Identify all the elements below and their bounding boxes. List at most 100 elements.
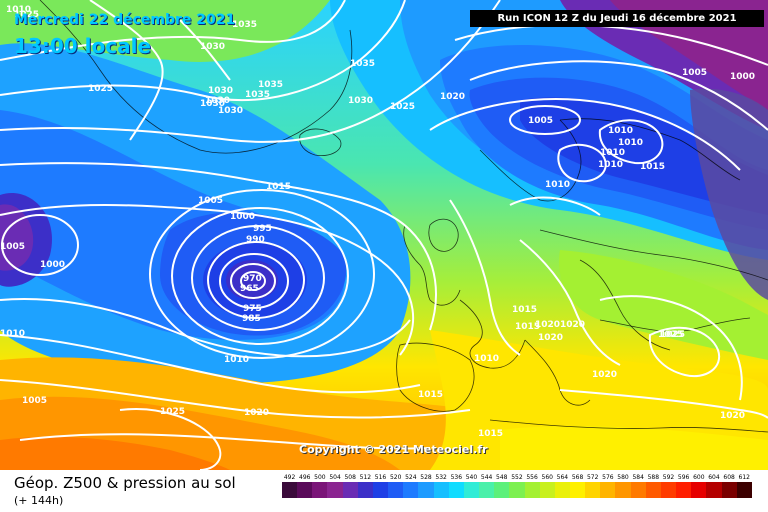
- pressure-label: 965: [240, 284, 259, 294]
- pressure-label: 995: [253, 224, 272, 234]
- pressure-label: 1035: [258, 80, 283, 90]
- pressure-label: 1010: [598, 160, 623, 170]
- scale-label: 528: [420, 474, 432, 481]
- scale-label: 576: [602, 474, 614, 481]
- pressure-label: 1025: [160, 407, 185, 417]
- scale-swatch: [721, 482, 737, 498]
- pressure-label: 1010: [6, 5, 31, 15]
- scale-label: 520: [389, 474, 402, 481]
- scale-label: 604: [708, 474, 720, 481]
- pressure-label: 1035: [350, 59, 375, 69]
- scale-label: 588: [647, 474, 660, 481]
- scale-swatch: [509, 482, 525, 498]
- model-run-label: Run ICON 12 Z du Jeudi 16 décembre 2021: [470, 10, 764, 27]
- scale-label: 572: [586, 474, 599, 481]
- scale-label: 492: [283, 474, 296, 481]
- scale-swatch: [600, 482, 616, 498]
- pressure-label: 1030: [348, 96, 373, 106]
- scale-swatch: [524, 482, 540, 498]
- scale-label: 516: [374, 474, 387, 481]
- product-title: Géop. Z500 & pression au sol: [14, 474, 236, 492]
- pressure-label: 970: [243, 274, 262, 284]
- scale-swatch: [448, 482, 464, 498]
- scale-swatch: [388, 482, 404, 498]
- pressure-label: 1030: [200, 42, 225, 52]
- scale-swatch: [372, 482, 389, 498]
- scale-swatch: [297, 482, 313, 498]
- scale-swatch: [569, 482, 586, 498]
- scale-label: 564: [556, 474, 569, 481]
- scale-label: 532: [435, 474, 447, 481]
- pressure-label: 1010: [224, 355, 249, 365]
- scale-swatch: [554, 482, 570, 498]
- pressure-label: 1000: [230, 212, 255, 222]
- scale-label: 544: [480, 474, 493, 481]
- weather-map[interactable]: 1025 1030 1035 1025 1030 1035 1030 1030 1035 1030…: [0, 0, 768, 470]
- pressure-label: 1015: [478, 429, 503, 439]
- valid-time: 13:00 locale: [14, 34, 151, 58]
- pressure-label: 1015: [512, 305, 537, 315]
- scale-label: 568: [571, 474, 584, 481]
- pressure-label: 1000: [40, 260, 65, 270]
- scale-label: 560: [541, 474, 553, 481]
- pressure-label: 1035: [232, 20, 257, 30]
- scale-swatch: [479, 482, 495, 498]
- scale-swatch: [282, 482, 298, 498]
- pressure-label: 1015: [515, 322, 540, 332]
- scale-swatch: [494, 482, 510, 498]
- scale-swatch: [585, 482, 601, 498]
- pressure-label: 1025: [88, 84, 113, 94]
- pressure-label: 1030: [200, 99, 225, 109]
- scale-swatch: [691, 482, 707, 498]
- pressure-label: 1025: [14, 10, 39, 20]
- pressure-label: 1025: [660, 330, 685, 340]
- scale-bar: [282, 482, 752, 498]
- scale-labels: 492 496 500 504 508 512 516 520 524 528 532 536 540 5…: [282, 474, 752, 481]
- scale-label: 580: [617, 474, 629, 481]
- pressure-label: 1015: [266, 182, 291, 192]
- scale-label: 496: [299, 474, 311, 481]
- scale-label: 552: [511, 474, 523, 481]
- scale-label: 600: [693, 474, 705, 481]
- pressure-label: 1005: [0, 242, 25, 252]
- scale-swatch: [418, 482, 434, 498]
- scale-swatch: [312, 482, 328, 498]
- pressure-label: 1010: [600, 148, 625, 158]
- pressure-label: 1005: [22, 396, 47, 406]
- map-footer: Géop. Z500 & pression au sol (+ 144h) 49…: [0, 470, 768, 512]
- scale-label: 556: [526, 474, 538, 481]
- color-scale-legend: 492 496 500 504 508 512 516 520 524 528 532 536 540 5…: [282, 474, 752, 498]
- pressure-label: 1005: [682, 68, 707, 78]
- pressure-label: 1010: [545, 180, 570, 190]
- scale-label: 500: [314, 474, 326, 481]
- scale-swatch: [342, 482, 358, 498]
- scale-label: 540: [465, 474, 478, 481]
- scale-swatch: [706, 482, 722, 498]
- scale-swatch: [539, 482, 555, 498]
- scale-swatch: [645, 482, 661, 498]
- pressure-label: 1030: [218, 106, 243, 116]
- pressure-label: 1030: [208, 86, 233, 96]
- pressure-label: 1020: [535, 320, 560, 330]
- pressure-label: 1020: [244, 408, 269, 418]
- scale-label: 512: [359, 474, 372, 481]
- pressure-label: 1010: [608, 126, 633, 136]
- scale-swatch: [676, 482, 692, 498]
- pressure-label: 1005: [528, 116, 553, 126]
- forecast-lead-time: (+ 144h): [14, 494, 64, 507]
- scale-label: 504: [329, 474, 341, 481]
- pressure-label: 1020: [538, 333, 563, 343]
- scale-label: 592: [662, 474, 675, 481]
- valid-date: Mercredi 22 décembre 2021: [14, 12, 236, 28]
- scale-swatch: [327, 482, 343, 498]
- pressure-label: 1020: [592, 370, 617, 380]
- pressure-label: 1015: [640, 162, 665, 172]
- pressure-label: 1035: [245, 90, 270, 100]
- scale-swatch: [433, 482, 449, 498]
- pressure-label: 1010: [0, 329, 25, 339]
- scale-label: 612: [738, 474, 750, 481]
- isobars: [0, 0, 768, 470]
